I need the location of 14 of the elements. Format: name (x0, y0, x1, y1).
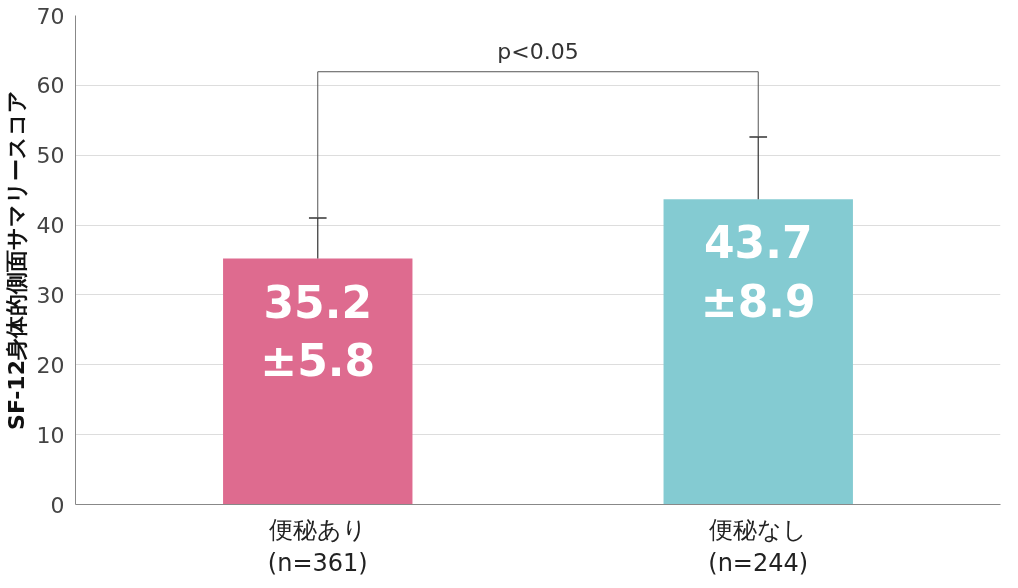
data-label: 43.7 ±8.9 (700, 217, 816, 327)
annotation: p<0.05 (497, 38, 579, 64)
x-tick-label: 便秘なし (n=244) (708, 515, 809, 578)
y-tick-label: 0 (50, 492, 65, 518)
x-tick-label: 便秘あり (n=361) (267, 515, 368, 578)
data-label: 35.2 ±5.8 (260, 276, 376, 387)
y-tick-label: 10 (36, 422, 65, 448)
y-tick-label: 20 (36, 352, 65, 378)
y-tick-label: 50 (36, 143, 65, 169)
y-axis-title: SF-12身体的側面サマリースコア (3, 90, 29, 430)
y-tick-label: 40 (36, 213, 65, 239)
y-tick-label: 60 (36, 73, 65, 99)
y-tick-label: 70 (36, 3, 65, 29)
y-tick-label: 30 (36, 282, 65, 308)
